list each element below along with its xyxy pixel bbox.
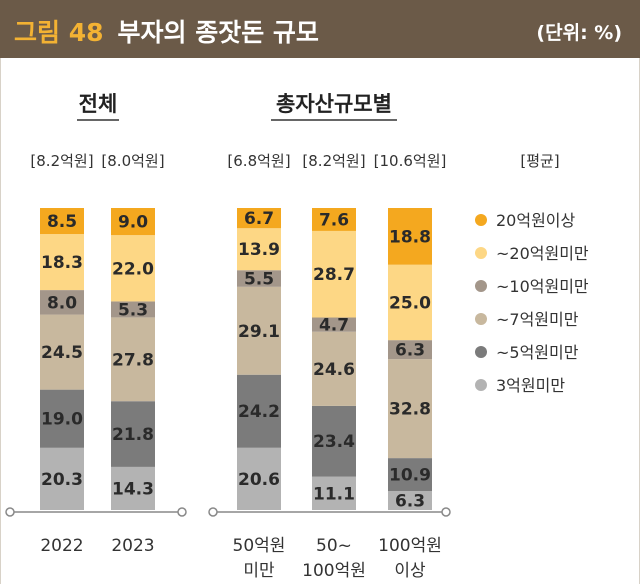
bar-segment xyxy=(40,447,84,510)
bar-segment xyxy=(40,290,84,315)
bar-segment xyxy=(111,301,155,318)
unit-label: (단위: %) xyxy=(536,22,622,44)
group-title: 총자산규모별 xyxy=(276,92,392,116)
data-label: 6.3 xyxy=(395,491,425,511)
panel-left-border xyxy=(0,58,1,584)
average-label: [8.2억원] xyxy=(30,152,93,170)
baseline-end-circle xyxy=(177,507,187,517)
bar-segment xyxy=(312,208,356,231)
data-label: 20.6 xyxy=(238,470,280,490)
data-label: 29.1 xyxy=(238,322,280,342)
legend-marker xyxy=(475,247,487,259)
bar-segment xyxy=(388,490,432,510)
category-label: 50억원 xyxy=(233,536,286,556)
average-label: [8.0억원] xyxy=(101,152,164,170)
baseline-end-circle xyxy=(5,507,15,517)
bar-segment xyxy=(237,447,281,510)
data-label: 9.0 xyxy=(118,213,148,233)
data-label: 8.5 xyxy=(47,212,77,232)
category-label: 100억원 xyxy=(378,536,442,556)
bar-segment xyxy=(312,317,356,332)
bar-segment xyxy=(40,234,84,291)
data-label: 25.0 xyxy=(389,293,431,313)
bar-segment xyxy=(312,230,356,318)
baseline-end-circle xyxy=(208,507,218,517)
figure-title: 그림 48 부자의 종잣돈 규모 xyxy=(14,13,319,49)
category-label: 이상 xyxy=(394,561,426,581)
data-label: 13.9 xyxy=(238,240,280,260)
data-label: 7.6 xyxy=(319,210,349,230)
bar-segment xyxy=(237,374,281,448)
baseline-end-circle xyxy=(441,507,451,517)
figure-number: 그림 48 xyxy=(14,18,104,47)
data-label: 5.5 xyxy=(244,270,274,290)
bar-segment xyxy=(312,331,356,406)
figure-title-text: 부자의 종잣돈 규모 xyxy=(117,18,319,47)
legend-label: ~7억원미만 xyxy=(496,310,579,329)
bar-segment xyxy=(237,228,281,271)
data-label: 24.6 xyxy=(313,360,355,380)
data-label: 32.8 xyxy=(389,400,431,420)
bar-segment xyxy=(111,466,155,510)
group-title: 전체 xyxy=(79,92,118,116)
bar-segment xyxy=(237,286,281,375)
bar-segment xyxy=(111,317,155,402)
legend-label: ~20억원미만 xyxy=(496,244,589,263)
bar-segment xyxy=(40,314,84,390)
category-label: 미만 xyxy=(243,561,275,581)
bar-segment xyxy=(111,208,155,236)
legend-marker xyxy=(475,313,487,325)
bar-segment xyxy=(237,270,281,287)
legend-marker xyxy=(475,379,487,391)
data-label: 20.3 xyxy=(41,470,83,490)
bar-segment xyxy=(111,401,155,467)
bar-segment xyxy=(388,208,432,265)
bar-segment xyxy=(388,264,432,341)
bar-segment xyxy=(40,389,84,448)
data-label: 18.3 xyxy=(41,253,83,273)
data-label: 4.7 xyxy=(319,316,349,336)
data-label: 10.9 xyxy=(389,466,431,486)
bar-segment xyxy=(388,340,432,360)
bar-segment xyxy=(388,359,432,459)
bar-segment xyxy=(388,458,432,491)
bar-segment xyxy=(312,405,356,477)
data-label: 22.0 xyxy=(112,259,154,279)
data-label: 18.8 xyxy=(389,227,431,247)
bar-segment xyxy=(237,208,281,229)
data-label: 21.8 xyxy=(112,425,154,445)
data-label: 11.1 xyxy=(313,484,355,504)
data-label: 14.3 xyxy=(112,479,154,499)
category-label: 100억원 xyxy=(302,561,366,581)
bar-segment xyxy=(111,235,155,302)
legend-label: 20억원이상 xyxy=(496,211,576,230)
data-label: 8.0 xyxy=(47,293,77,313)
average-label: [6.8억원] xyxy=(227,152,290,170)
data-label: 5.3 xyxy=(118,300,148,320)
data-label: 19.0 xyxy=(41,410,83,430)
legend-marker xyxy=(475,280,487,292)
bar-segment xyxy=(40,208,84,235)
legend-label: 3억원미만 xyxy=(496,376,565,395)
bar-segment xyxy=(312,476,356,510)
category-label: 2023 xyxy=(111,536,154,556)
data-label: 28.7 xyxy=(313,265,355,285)
figure-header: 그림 48 부자의 종잣돈 규모 (단위: %) xyxy=(0,0,640,58)
legend-label: ~5억원미만 xyxy=(496,343,579,362)
data-label: 6.7 xyxy=(244,209,274,229)
category-label: 50~ xyxy=(316,536,352,556)
data-label: 24.2 xyxy=(238,402,280,422)
legend-marker xyxy=(475,346,487,358)
data-label: 24.5 xyxy=(41,343,83,363)
average-label: [10.6억원] xyxy=(374,152,447,170)
legend-marker xyxy=(475,214,487,226)
average-legend-label: [평균] xyxy=(520,152,559,170)
data-label: 23.4 xyxy=(313,432,355,452)
category-label: 2022 xyxy=(40,536,83,556)
data-label: 27.8 xyxy=(112,350,154,370)
data-label: 6.3 xyxy=(395,341,425,361)
legend-label: ~10억원미만 xyxy=(496,277,589,296)
average-label: [8.2억원] xyxy=(302,152,365,170)
